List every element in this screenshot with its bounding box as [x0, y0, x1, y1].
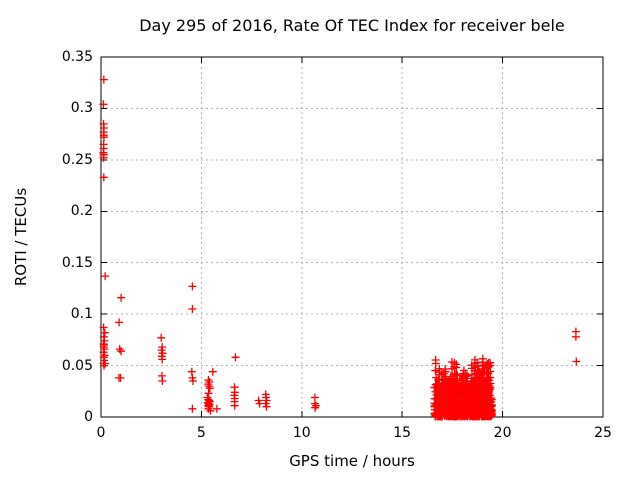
- y-tick-label: 0.15: [61, 254, 93, 271]
- axis-ticks: [100, 56, 604, 418]
- x-tick-label: 5: [196, 425, 206, 441]
- x-tick-label: 15: [393, 425, 412, 441]
- y-axis-label: ROTI / TECUs: [12, 187, 30, 287]
- y-tick-label: 0.25: [61, 151, 93, 168]
- y-tick-label: 0.2: [70, 203, 93, 220]
- y-tick-label: 0: [84, 409, 93, 425]
- data-points: [99, 75, 581, 421]
- x-tick-label: 0: [96, 425, 106, 441]
- y-tick-label: 0.3: [70, 100, 93, 117]
- y-tick-label: 0.1: [70, 306, 93, 323]
- y-tick-label: 0.35: [61, 49, 93, 65]
- grid-lines: [101, 57, 603, 417]
- x-tick-label: 10: [292, 425, 311, 441]
- x-tick-label: 25: [594, 425, 612, 441]
- x-axis-label: GPS time / hours: [289, 452, 415, 470]
- y-tick-label: 0.05: [61, 357, 93, 374]
- x-tick-label: 20: [493, 425, 512, 441]
- plot-border: [100, 56, 604, 418]
- chart-title: Day 295 of 2016, Rate Of TEC Index for r…: [139, 16, 565, 35]
